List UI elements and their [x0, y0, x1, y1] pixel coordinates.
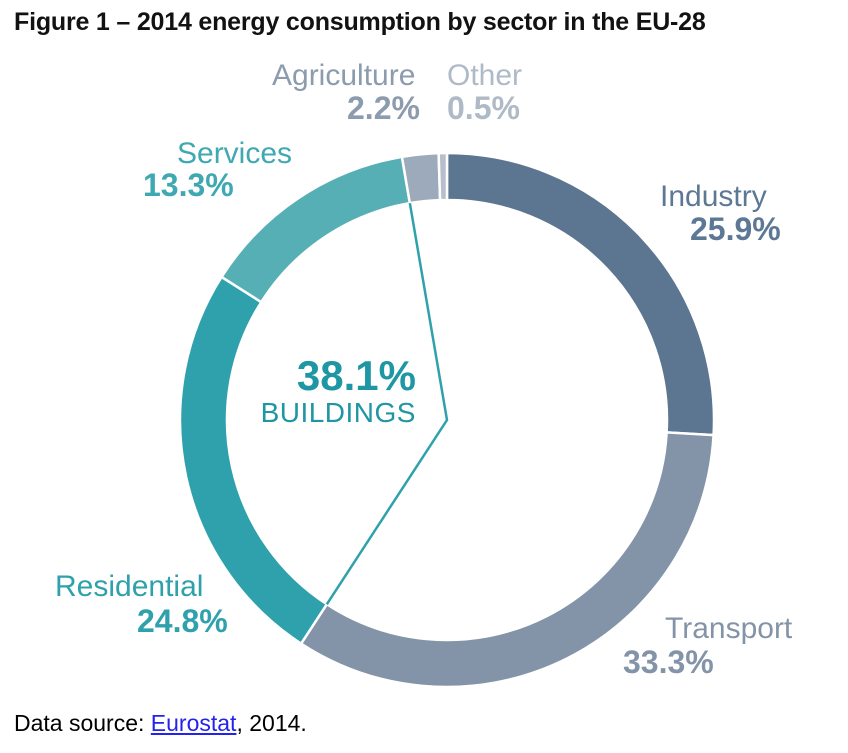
data-source-line: Data source: Eurostat, 2014.: [14, 710, 307, 737]
slice-label-transport: Transport: [665, 612, 793, 645]
slice-other: [437, 151, 449, 202]
buildings-share-value: 38.1%: [296, 352, 416, 399]
buildings-share-label: BUILDINGS: [260, 397, 416, 429]
slice-value-transport: 33.3%: [623, 644, 714, 680]
data-source-suffix: , 2014.: [236, 710, 307, 736]
slice-value-other: 0.5%: [447, 90, 520, 126]
slice-label-residential: Residential: [55, 570, 204, 603]
slice-value-industry: 25.9%: [690, 211, 781, 247]
data-source-prefix: Data source:: [14, 710, 151, 736]
eurostat-link[interactable]: Eurostat: [150, 710, 237, 736]
slice-value-agriculture: 2.2%: [347, 90, 420, 126]
slice-agriculture: [400, 151, 442, 205]
slice-label-agriculture: Agriculture: [272, 59, 416, 92]
slice-value-residential: 24.8%: [137, 603, 228, 639]
slice-services: [219, 155, 412, 304]
center-callout: 38.1% BUILDINGS: [260, 352, 416, 429]
slice-label-services: Services: [177, 137, 293, 170]
slice-label-other: Other: [447, 59, 523, 92]
buildings-callout-line: [325, 202, 449, 605]
slice-value-services: 13.3%: [143, 167, 234, 203]
figure-title: Figure 1 – 2014 energy consumption by se…: [14, 8, 706, 36]
slice-label-industry: Industry: [660, 180, 767, 213]
